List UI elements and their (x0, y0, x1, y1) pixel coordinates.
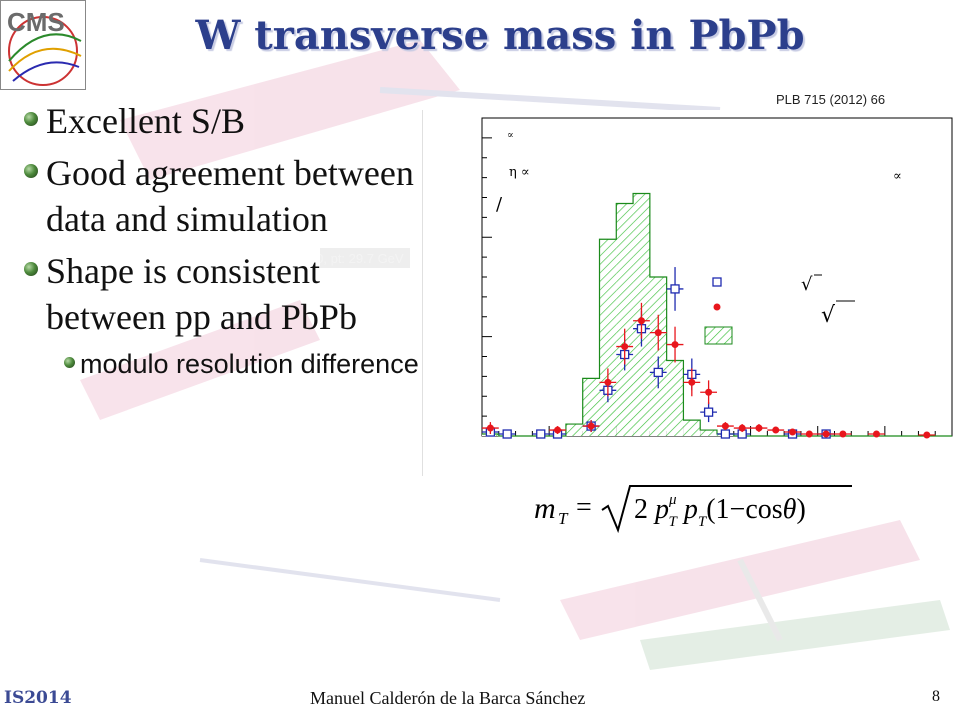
pbpb-point (805, 430, 813, 438)
pbpb-point (839, 430, 847, 438)
legend: ∝ η ∝ ∝ / √ √ (496, 130, 902, 345)
pbpb-data-series (482, 302, 936, 439)
slide-title: W transverse mass in PbPb (195, 12, 805, 59)
bullet-item: Shape is consistent between pp and PbPb (24, 248, 434, 340)
bullet-icon (24, 164, 38, 178)
bullet-text: Excellent S/B (46, 101, 245, 141)
mc-bar (565, 424, 583, 436)
bullet-item: Good agreement between data and simulati… (24, 150, 434, 242)
pbpb-point (755, 424, 763, 432)
mt-distribution-chart: ∝ η ∝ ∝ / √ √ (481, 117, 953, 439)
legend-glyph: / (496, 194, 503, 215)
mc-bar (683, 420, 701, 436)
pbpb-point (772, 426, 780, 434)
footer-conference: IS2014 (4, 688, 72, 708)
mc-bar (616, 203, 634, 436)
pbpb-point (621, 343, 629, 351)
legend-pbpb-marker (713, 303, 721, 311)
bullet-icon (64, 357, 75, 368)
bullet-text: Good agreement between data and simulati… (46, 153, 414, 239)
bullet-list: Excellent S/B Good agreement between dat… (24, 98, 434, 382)
bullet-icon (24, 262, 38, 276)
sub-bullet-item: modulo resolution difference (64, 346, 434, 382)
y-axis-ticks (482, 117, 492, 437)
pp-point (502, 429, 512, 439)
mc-bar (700, 430, 717, 436)
pbpb-point (654, 329, 662, 337)
pbpb-point (587, 422, 595, 430)
legend-mc-marker (704, 326, 733, 345)
pp-point (670, 284, 680, 294)
bullet-text: Shape is consistent between pp and PbPb (46, 251, 357, 337)
legend-glyph: √ (801, 274, 813, 295)
mt-formula: m T = 2 pμ T pT(1−cosθ) (534, 485, 852, 534)
legend-glyph: η ∝ (509, 165, 530, 180)
plot-frame (481, 117, 953, 437)
citation: PLB 715 (2012) 66 (776, 92, 886, 107)
pbpb-point (705, 388, 713, 396)
footer-page-number: 8 (932, 688, 940, 705)
formula-body: 2 pμ T pT(1−cosθ) (634, 492, 806, 530)
bullet-icon (24, 112, 38, 126)
plot-panel: ∝ η ∝ ∝ / √ √ (422, 110, 960, 476)
pp-point (653, 367, 663, 378)
pp-point (720, 429, 731, 439)
pbpb-point (923, 431, 931, 439)
formula-equals: = (576, 492, 592, 523)
mc-bar (666, 360, 684, 436)
mc-bar (599, 239, 617, 436)
pbpb-point (554, 426, 562, 434)
pbpb-point (671, 341, 679, 349)
pp-point (536, 429, 546, 439)
legend-glyph: ∝ (507, 130, 514, 141)
pp-point (703, 407, 714, 417)
pbpb-point (872, 430, 880, 438)
pbpb-point (721, 422, 729, 430)
formula-lhs-sub: T (558, 509, 569, 528)
mc-histogram (482, 192, 952, 437)
legend-glyph: √ (821, 303, 836, 328)
legend-pp-marker (712, 277, 722, 287)
formula-sqrt (601, 485, 852, 534)
bullet-item: Excellent S/B (24, 98, 434, 144)
mc-outline (482, 192, 952, 437)
pbpb-point (789, 428, 797, 436)
pbpb-point (604, 378, 612, 386)
footer-author: Manuel Calderón de la Barca Sánchez (310, 688, 586, 708)
pbpb-point (822, 430, 830, 438)
cms-logo-graphic: CMS (7, 7, 82, 86)
pbpb-point (486, 424, 494, 432)
formula-lhs: m (534, 492, 556, 525)
event-display-watermark: Muon 0, pt: 29.7 GeV (280, 251, 404, 266)
legend-glyph: ∝ (893, 169, 902, 184)
pbpb-point (738, 424, 746, 432)
pbpb-point (637, 317, 645, 325)
pbpb-point (688, 378, 696, 386)
cms-logo: CMS (0, 0, 86, 90)
svg-text:CMS: CMS (7, 7, 65, 37)
sub-bullet-text: modulo resolution difference (80, 349, 419, 379)
